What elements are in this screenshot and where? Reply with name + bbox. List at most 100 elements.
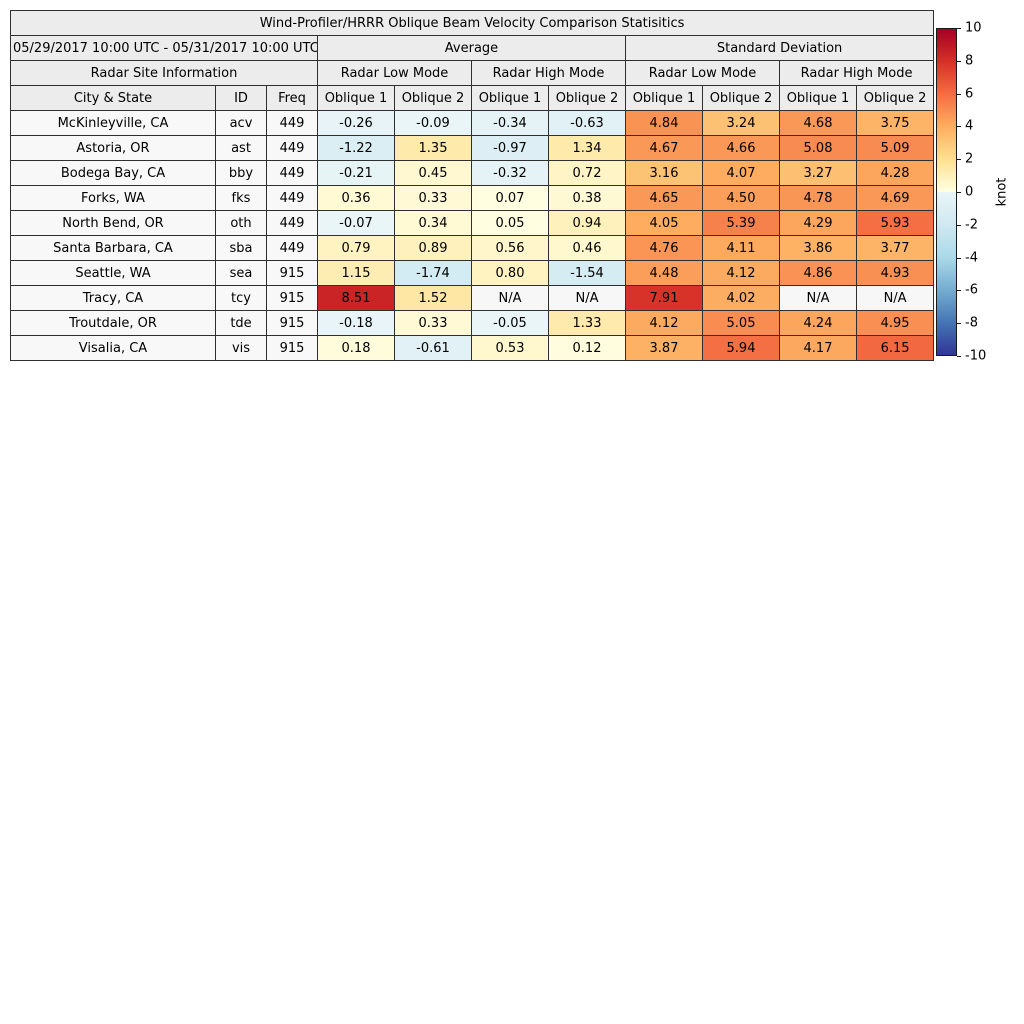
value-cell: 4.76 bbox=[625, 235, 703, 261]
freq-cell: 915 bbox=[266, 285, 318, 311]
value-cell: -1.22 bbox=[317, 135, 395, 161]
value-cell: 0.34 bbox=[394, 210, 472, 236]
value-cell: N/A bbox=[548, 285, 626, 311]
value-cell: 0.53 bbox=[471, 335, 549, 361]
value-cell: 1.33 bbox=[548, 310, 626, 336]
oblique1-header: Oblique 1 bbox=[779, 85, 857, 111]
value-cell: -0.63 bbox=[548, 110, 626, 136]
value-cell: 4.48 bbox=[625, 260, 703, 286]
value-cell: 0.45 bbox=[394, 160, 472, 186]
value-cell: 4.66 bbox=[702, 135, 780, 161]
column-header-row: City & State ID Freq Oblique 1 Oblique 2… bbox=[10, 85, 935, 111]
freq-cell: 915 bbox=[266, 260, 318, 286]
id-cell: fks bbox=[215, 185, 267, 211]
value-cell: 4.84 bbox=[625, 110, 703, 136]
value-cell: -0.05 bbox=[471, 310, 549, 336]
value-cell: 1.34 bbox=[548, 135, 626, 161]
city-cell: Troutdale, OR bbox=[10, 310, 216, 336]
colorbar-tick-label: -2 bbox=[965, 217, 978, 233]
value-cell: 3.86 bbox=[779, 235, 857, 261]
avg-high-mode-header: Radar High Mode bbox=[471, 60, 626, 86]
table-body: McKinleyville, CA acv 449 -0.26 -0.09 -0.34 -0… bbox=[10, 110, 935, 361]
value-cell: -0.34 bbox=[471, 110, 549, 136]
value-cell: 0.56 bbox=[471, 235, 549, 261]
colorbar-tick-label: -4 bbox=[965, 250, 978, 266]
value-cell: 0.46 bbox=[548, 235, 626, 261]
freq-cell: 915 bbox=[266, 310, 318, 336]
colorbar-tick-mark bbox=[957, 28, 961, 29]
id-cell: sba bbox=[215, 235, 267, 261]
value-cell: 4.17 bbox=[779, 335, 857, 361]
value-cell: -0.26 bbox=[317, 110, 395, 136]
city-cell: North Bend, OR bbox=[10, 210, 216, 236]
value-cell: 0.33 bbox=[394, 310, 472, 336]
colorbar-tick-mark bbox=[957, 192, 961, 193]
average-group-header: Average bbox=[317, 35, 626, 61]
city-cell: Seattle, WA bbox=[10, 260, 216, 286]
freq-cell: 449 bbox=[266, 135, 318, 161]
colorbar-tick-mark bbox=[957, 356, 961, 357]
table-row: Astoria, OR ast 449 -1.22 1.35 -0.97 1.34 4.67 4… bbox=[10, 135, 935, 161]
colorbar-tick-label: -8 bbox=[965, 315, 978, 331]
value-cell: 3.87 bbox=[625, 335, 703, 361]
colorbar-tick-mark bbox=[957, 159, 961, 161]
freq-cell: 449 bbox=[266, 185, 318, 211]
value-cell: 0.79 bbox=[317, 235, 395, 261]
value-cell: N/A bbox=[779, 285, 857, 311]
value-cell: -0.07 bbox=[317, 210, 395, 236]
value-cell: -1.74 bbox=[394, 260, 472, 286]
value-cell: 5.94 bbox=[702, 335, 780, 361]
value-cell: 5.39 bbox=[702, 210, 780, 236]
id-cell: oth bbox=[215, 210, 267, 236]
id-cell: tcy bbox=[215, 285, 267, 311]
colorbar-tick-mark bbox=[957, 93, 961, 95]
value-cell: 6.15 bbox=[855, 335, 935, 361]
mode-header-row: Radar Site Information Radar Low Mode Ra… bbox=[10, 60, 935, 86]
value-cell: 0.38 bbox=[548, 185, 626, 211]
city-cell: Astoria, OR bbox=[10, 135, 216, 161]
colorbar-tick-mark bbox=[957, 126, 961, 128]
value-cell: 0.12 bbox=[548, 335, 626, 361]
value-cell: 0.89 bbox=[394, 235, 472, 261]
freq-cell: 449 bbox=[266, 235, 318, 261]
freq-header: Freq bbox=[266, 85, 318, 111]
value-cell: 1.15 bbox=[317, 260, 395, 286]
colorbar-tick-mark bbox=[957, 290, 961, 292]
table-row: Forks, WA fks 449 0.36 0.33 0.07 0.38 4.65 4.50 4… bbox=[10, 185, 935, 211]
oblique2-header: Oblique 2 bbox=[548, 85, 626, 111]
value-cell: 4.12 bbox=[702, 260, 780, 286]
id-cell: tde bbox=[215, 310, 267, 336]
colorbar-tick-mark bbox=[957, 60, 961, 62]
value-cell: 4.86 bbox=[779, 260, 857, 286]
value-cell: 3.27 bbox=[779, 160, 857, 186]
city-cell: Bodega Bay, CA bbox=[10, 160, 216, 186]
value-cell: 4.68 bbox=[779, 110, 857, 136]
value-cell: -0.61 bbox=[394, 335, 472, 361]
value-cell: 8.51 bbox=[317, 285, 395, 311]
colorbar-tick-label: -10 bbox=[965, 348, 987, 364]
city-state-header: City & State bbox=[10, 85, 216, 111]
value-cell: -0.21 bbox=[317, 160, 395, 186]
table-row: Seattle, WA sea 915 1.15 -1.74 0.80 -1.54 4.48 4… bbox=[10, 260, 935, 286]
id-cell: sea bbox=[215, 260, 267, 286]
value-cell: -0.97 bbox=[471, 135, 549, 161]
id-cell: ast bbox=[215, 135, 267, 161]
value-cell: 5.09 bbox=[855, 135, 935, 161]
value-cell: 1.52 bbox=[394, 285, 472, 311]
colorbar-tick-label: 8 bbox=[965, 53, 974, 69]
date-range: 05/29/2017 10:00 UTC - 05/31/2017 10:00 … bbox=[10, 35, 318, 61]
value-cell: 4.65 bbox=[625, 185, 703, 211]
stddev-group-header: Standard Deviation bbox=[624, 35, 935, 61]
value-cell: 5.08 bbox=[779, 135, 857, 161]
freq-cell: 449 bbox=[266, 160, 318, 186]
value-cell: 3.24 bbox=[702, 110, 780, 136]
value-cell: -0.09 bbox=[394, 110, 472, 136]
colorbar-tick-label: 4 bbox=[965, 118, 974, 134]
city-cell: Tracy, CA bbox=[10, 285, 216, 311]
table-row: McKinleyville, CA acv 449 -0.26 -0.09 -0.34 -0… bbox=[10, 110, 935, 136]
value-cell: -0.18 bbox=[317, 310, 395, 336]
value-cell: 3.77 bbox=[855, 235, 935, 261]
oblique1-header: Oblique 1 bbox=[471, 85, 549, 111]
id-header: ID bbox=[215, 85, 267, 111]
value-cell: 0.94 bbox=[548, 210, 626, 236]
